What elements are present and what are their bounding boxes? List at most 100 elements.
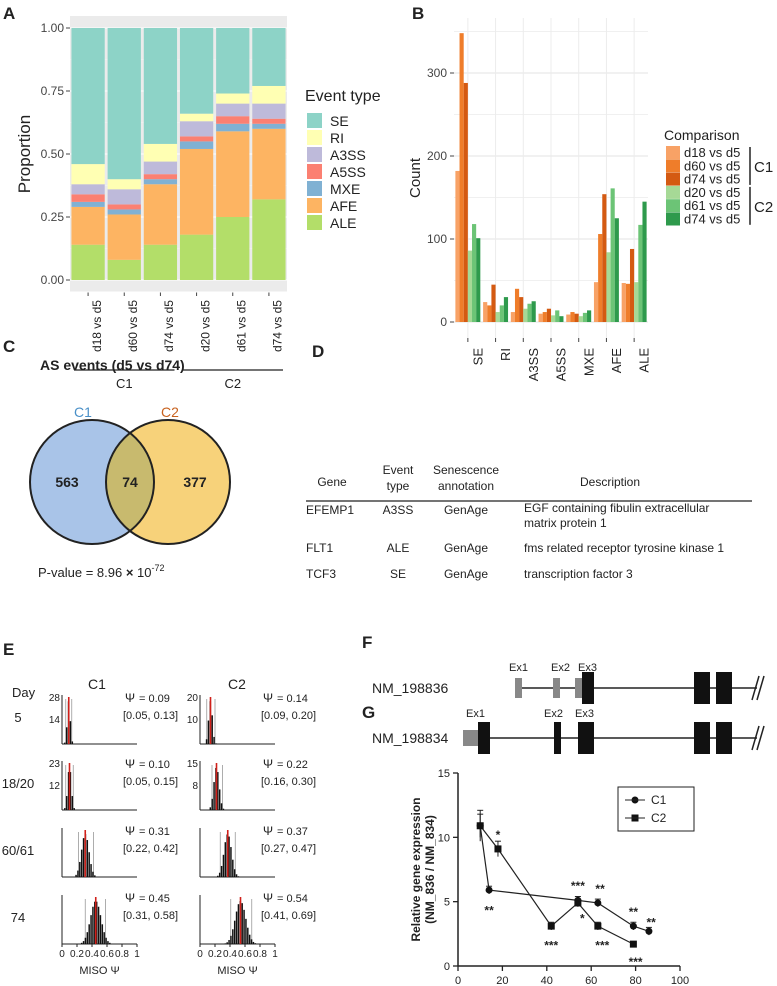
- exon: [582, 672, 594, 704]
- bar-c1-2: [574, 313, 579, 322]
- day-label: 60/61: [2, 843, 35, 858]
- bar-afe: [143, 184, 178, 245]
- hist-bar: [205, 739, 208, 744]
- psi-value: = 0.10: [139, 759, 170, 771]
- legend-label: d74 vs d5: [684, 212, 740, 227]
- bar-c2-3: [467, 250, 473, 322]
- bar-c1-1: [570, 312, 575, 322]
- table-header: annotation: [438, 479, 494, 493]
- x-tick-label: A5SS: [554, 348, 569, 382]
- legend-key: [307, 130, 322, 145]
- bar-c2-5: [531, 301, 536, 322]
- table-cell-description: fms related receptor tyrosine kinase 1: [524, 541, 724, 555]
- bar-ale: [252, 199, 286, 280]
- hist-bar: [82, 838, 85, 877]
- bar-c2-4: [582, 312, 588, 322]
- significance-mark: **: [595, 882, 605, 896]
- exon: [578, 722, 594, 754]
- psi-value: = 0.45: [139, 893, 170, 905]
- bar-a3ss: [252, 103, 286, 119]
- hist-bar: [233, 869, 236, 877]
- legend-group-label: C1: [754, 159, 773, 176]
- panel-label-D: D: [312, 342, 324, 361]
- bar-se: [179, 28, 214, 114]
- hist-bar: [84, 937, 87, 944]
- bar-c2-3: [578, 316, 583, 322]
- psi-symbol: Ψ: [125, 691, 135, 705]
- miso-col-c2: C2: [228, 676, 246, 692]
- panel-label-C: C: [3, 337, 15, 356]
- hist-bar: [94, 875, 96, 877]
- bar-c1-0: [593, 282, 599, 322]
- hist-bar: [243, 909, 245, 944]
- psi-symbol: Ψ: [125, 891, 135, 905]
- bar-c1-0: [483, 302, 488, 322]
- psi-value: = 0.09: [139, 693, 170, 705]
- y-tick-label: 0: [444, 961, 450, 973]
- legend-label: ALE: [330, 215, 356, 231]
- table-header: Gene: [317, 475, 347, 489]
- hist-bar: [217, 875, 219, 877]
- significance-mark: *: [580, 911, 585, 925]
- table-cell-description: matrix protein 1: [524, 516, 607, 530]
- x-tick-label: A3SS: [526, 348, 541, 382]
- hist-bar: [105, 937, 107, 944]
- bar-c2-4: [527, 303, 532, 322]
- exon-label: Ex2: [544, 708, 563, 720]
- bar-a5ss: [216, 116, 250, 124]
- legend-key: [307, 147, 322, 162]
- bar-c1-0: [621, 282, 626, 322]
- bar-c1-1: [459, 33, 464, 322]
- hist-bar: [88, 852, 90, 877]
- y-tick-label: 10: [438, 832, 450, 844]
- psi-ci: [0.05, 0.13]: [123, 710, 178, 722]
- exon: [694, 722, 710, 754]
- significance-mark: ***: [629, 955, 643, 969]
- hist-bar: [71, 741, 74, 744]
- significance-mark: **: [646, 915, 656, 929]
- hist-bar: [232, 859, 234, 877]
- hist-bar: [86, 932, 89, 944]
- hist-bar: [247, 927, 249, 944]
- bar-c2-5: [476, 238, 481, 322]
- y-tick-label: 0.50: [41, 147, 65, 161]
- pvalue-exponent: -72: [151, 563, 164, 573]
- bar-se: [71, 28, 105, 165]
- bar-c2-5: [503, 297, 509, 322]
- hist-x-tick-label: 0: [59, 949, 65, 960]
- hist-bar: [220, 803, 223, 810]
- table-cell-description: transcription factor 3: [524, 567, 633, 581]
- legend-label: d61 vs d5: [684, 198, 740, 213]
- table-cell-annotation: GenAge: [444, 503, 488, 517]
- hist-bar: [90, 864, 92, 877]
- bar-afe: [179, 148, 214, 235]
- exon: [463, 730, 479, 746]
- panel-label-E: E: [3, 640, 14, 659]
- bar-a5ss: [143, 174, 178, 180]
- psi-ci: [0.16, 0.30]: [261, 776, 316, 788]
- psi-ci: [0.22, 0.42]: [123, 843, 178, 855]
- venn-pvalue: P-value = 8.96 × 10-72: [38, 563, 165, 580]
- psi-ci: [0.09, 0.20]: [261, 710, 316, 722]
- panel-d-table: Gene Event type Senescence annotation Descrip…: [306, 463, 752, 581]
- bar-a5ss: [252, 118, 286, 124]
- legend-key: [307, 181, 322, 196]
- panel-label-B: B: [412, 4, 424, 23]
- table-cell-event: ALE: [387, 541, 410, 555]
- break-mark: [756, 725, 765, 751]
- hist-bar: [64, 742, 66, 744]
- psi-symbol: Ψ: [263, 757, 273, 771]
- hist-bar: [230, 935, 232, 944]
- bar-a3ss: [216, 103, 250, 117]
- panel-c-venn: AS events (d5 vs d74) C1 C2 563 74 377 P-value…: [29, 357, 231, 580]
- table-cell-gene: FLT1: [306, 541, 333, 555]
- point-c1: [594, 899, 602, 907]
- y-axis-label: Relative gene expression: [409, 797, 423, 941]
- panel-a-chart: 0.00 0.25 0.50 0.75 1.00 Proportion d18 vs d5 d…: [15, 16, 381, 391]
- exon: [716, 672, 732, 704]
- bar-c2-4: [499, 305, 504, 322]
- hist-bar: [209, 807, 212, 810]
- hist-bar: [82, 941, 85, 944]
- x-tick-label: 20: [496, 975, 508, 986]
- psi-symbol: Ψ: [125, 757, 135, 771]
